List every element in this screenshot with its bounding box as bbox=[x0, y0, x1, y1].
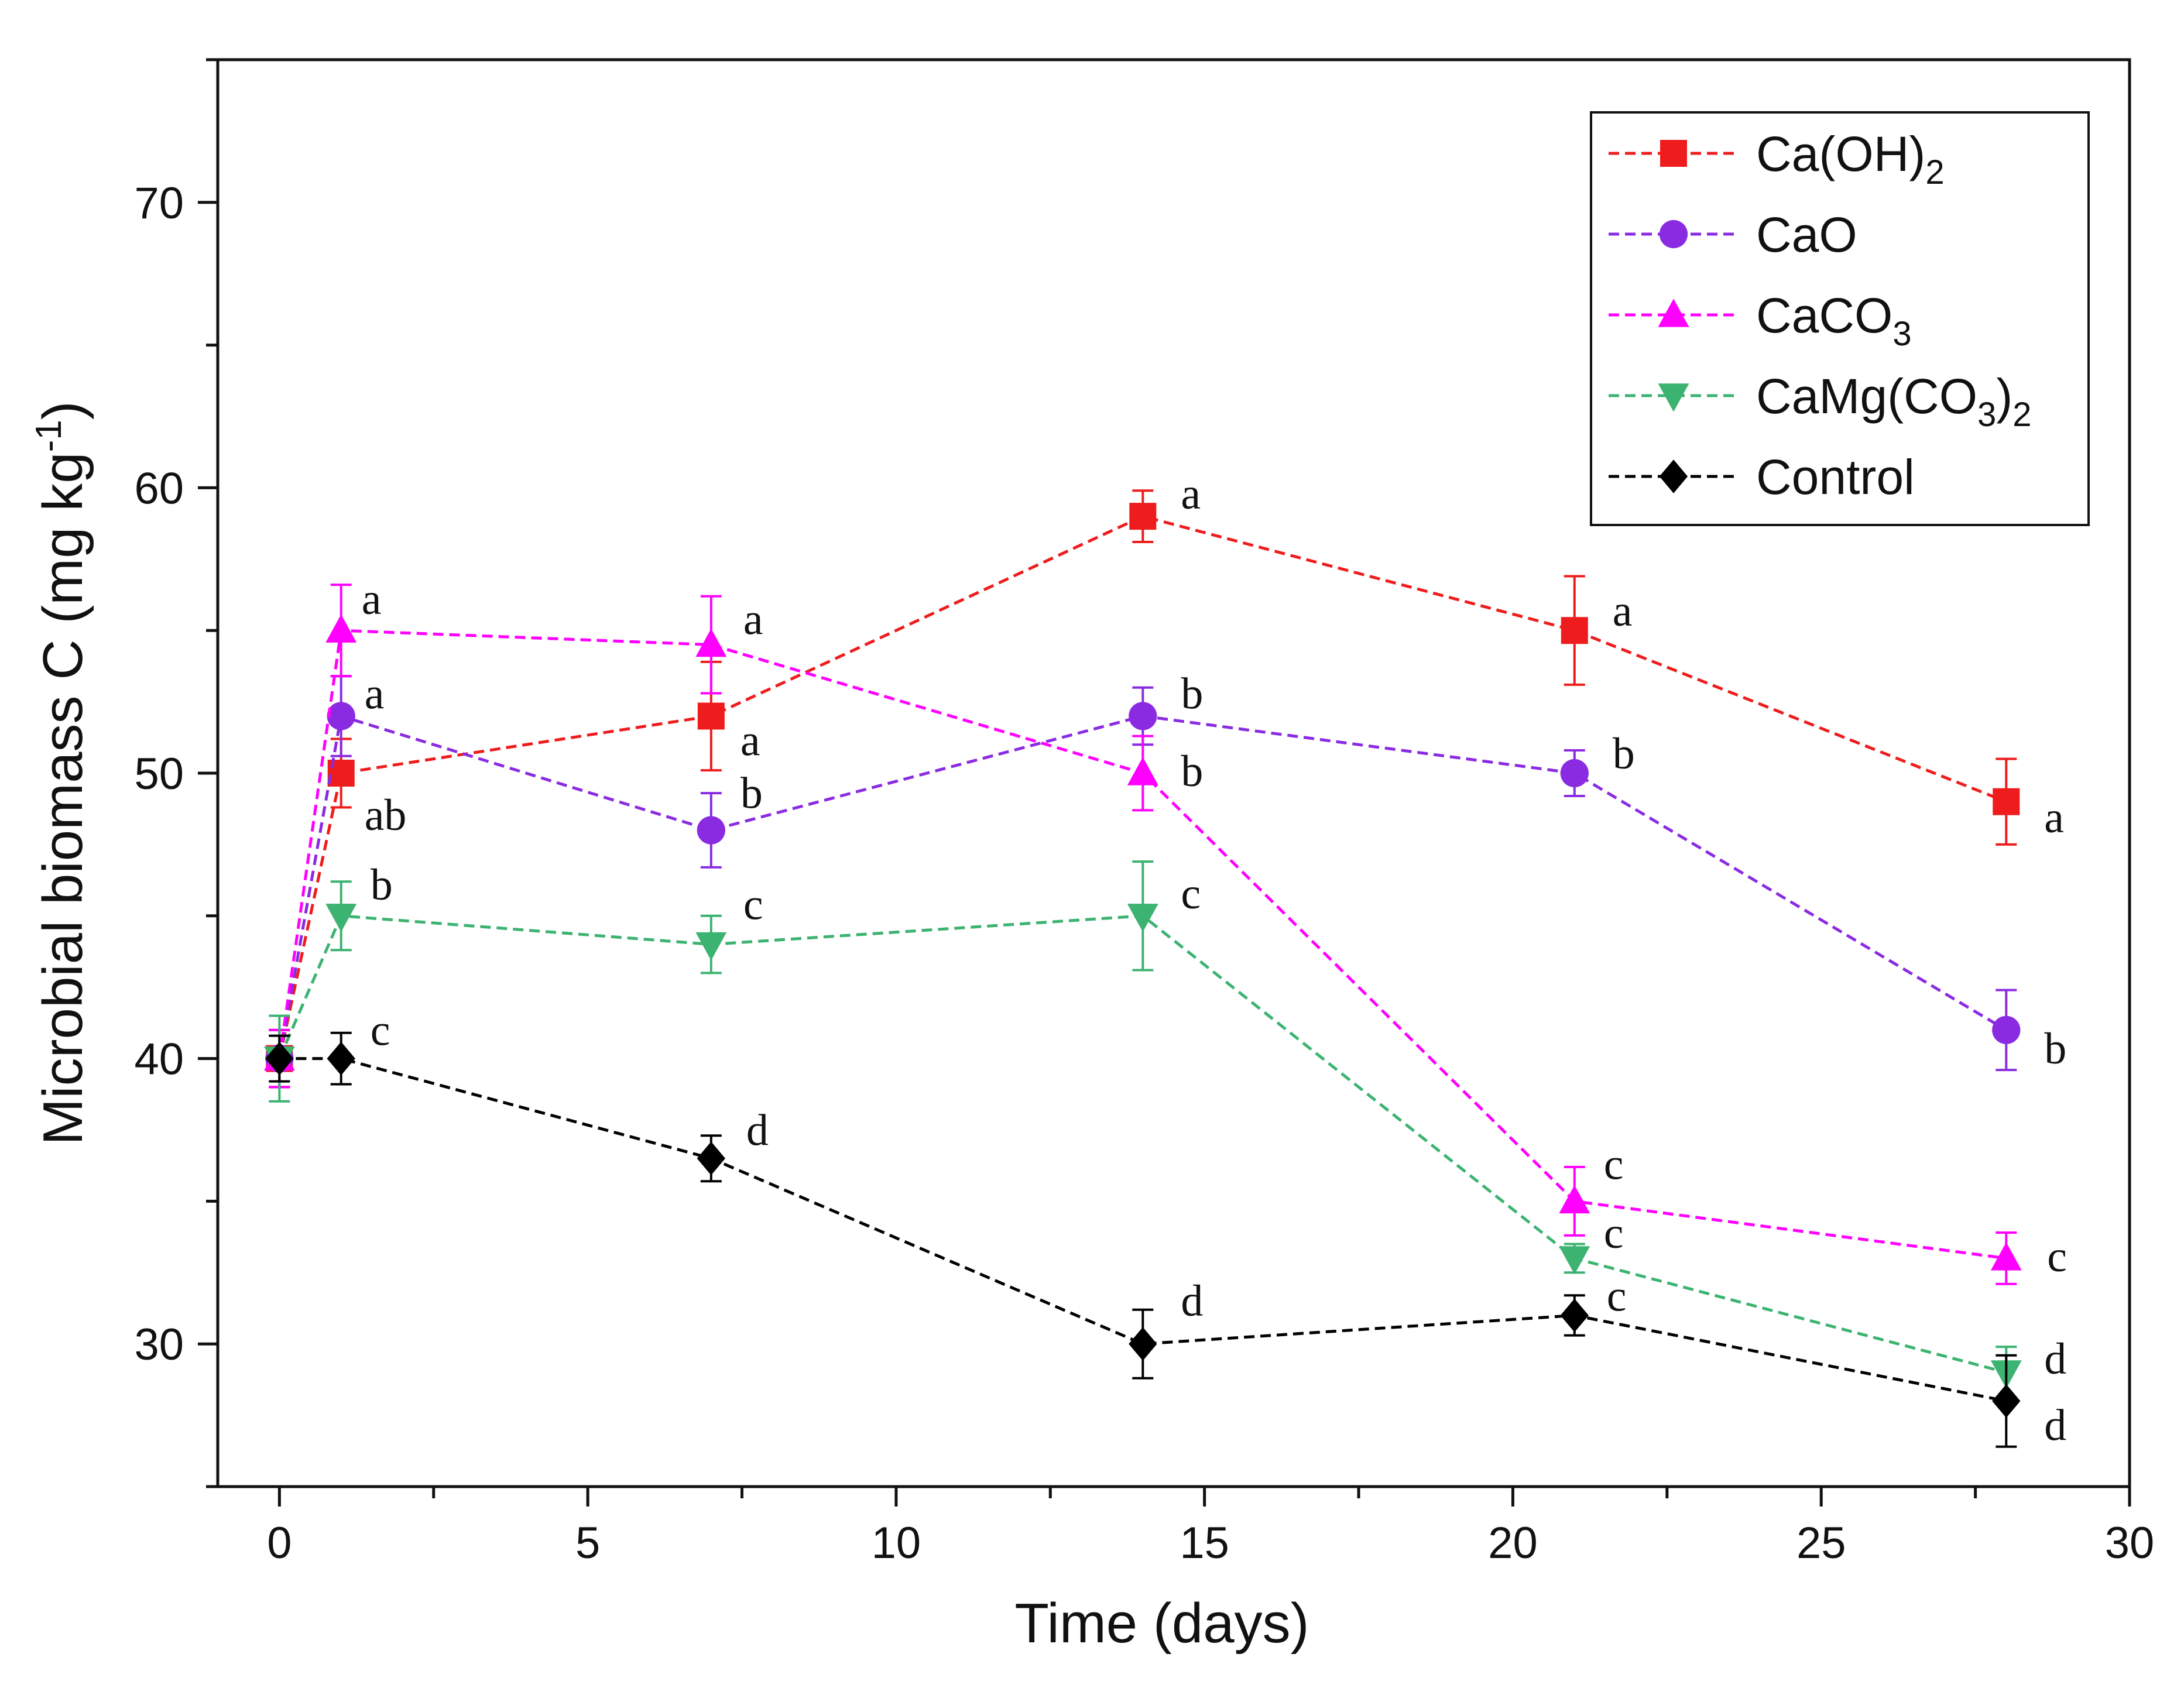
data-point-marker bbox=[1127, 904, 1158, 932]
data-point-marker bbox=[327, 702, 355, 730]
axes: 0 5 10 15 20 25 30 30 40 50 60 70 Time (days) Microbi… bbox=[29, 58, 2155, 1655]
legend-label: CaMg(CO3)2 bbox=[1756, 369, 2032, 434]
data-point-marker bbox=[1561, 617, 1588, 644]
x-tick-label: 5 bbox=[575, 1518, 600, 1568]
significance-letter: ab bbox=[365, 791, 407, 840]
significance-letter: b bbox=[1181, 669, 1203, 718]
data-point-marker bbox=[325, 614, 357, 643]
data-point-marker bbox=[1560, 759, 1589, 788]
significance-letter: b bbox=[2044, 1024, 2066, 1073]
x-tick-label: 0 bbox=[267, 1518, 292, 1568]
significance-letter: c bbox=[1604, 1140, 1624, 1189]
series-layer bbox=[263, 489, 2022, 1448]
legend-marker bbox=[1658, 383, 1689, 412]
y-tick-label: 70 bbox=[134, 179, 184, 228]
legend-item: CaMg(CO3)2 bbox=[1609, 369, 2032, 434]
data-point-marker bbox=[1992, 1015, 2021, 1044]
x-tick-label: 15 bbox=[1180, 1518, 1229, 1568]
data-point-marker bbox=[325, 904, 357, 932]
significance-letter: a bbox=[2044, 793, 2064, 842]
data-point-marker bbox=[1993, 788, 2020, 815]
legend-item: Ca(OH)2 bbox=[1609, 126, 1945, 191]
data-point-marker bbox=[1560, 1298, 1589, 1333]
series-line bbox=[277, 514, 2007, 1059]
y-tick-label: 60 bbox=[134, 464, 184, 513]
data-point-marker bbox=[1992, 1384, 2021, 1418]
y-tick-label: 50 bbox=[134, 749, 184, 799]
data-point-marker bbox=[697, 702, 725, 730]
legend-marker bbox=[1658, 298, 1689, 327]
legend-item: CaO bbox=[1609, 207, 1857, 262]
significance-letter: c bbox=[371, 1006, 390, 1055]
series-line bbox=[278, 914, 2007, 1374]
x-axis-label: Time (days) bbox=[1014, 1592, 1309, 1655]
significance-letter: c bbox=[743, 880, 763, 929]
data-point-marker bbox=[697, 816, 725, 845]
significance-letter: a bbox=[1181, 469, 1201, 519]
significance-letter: d bbox=[1181, 1277, 1203, 1326]
legend-label: Ca(OH)2 bbox=[1756, 126, 1945, 191]
legend: Ca(OH)2 CaO CaCO3 CaMg(CO3)2 Control bbox=[1590, 111, 2090, 526]
legend-marker bbox=[1659, 219, 1688, 249]
data-point-marker bbox=[695, 932, 727, 961]
legend-item: CaCO3 bbox=[1609, 288, 1912, 353]
y-axis-label: Microbial biomass C (mg kg-1) bbox=[29, 401, 94, 1145]
significance-letter: a bbox=[743, 595, 763, 644]
data-point-marker bbox=[695, 628, 727, 657]
data-point-marker bbox=[1127, 757, 1158, 785]
data-point-marker bbox=[697, 1141, 725, 1176]
significance-letter: c bbox=[1181, 869, 1201, 918]
data-point-marker bbox=[1129, 702, 1157, 730]
x-tick-label: 20 bbox=[1488, 1518, 1538, 1568]
significance-letter: a bbox=[365, 669, 385, 718]
significance-letter: c bbox=[2047, 1232, 2067, 1281]
y-tick-label: 30 bbox=[134, 1320, 184, 1370]
data-point-marker bbox=[1990, 1242, 2022, 1271]
legend-marker bbox=[1660, 140, 1687, 167]
significance-letter: d bbox=[746, 1106, 769, 1155]
significance-letter: c bbox=[1607, 1271, 1627, 1320]
legend-item: Control bbox=[1609, 449, 1915, 505]
significance-letter: a bbox=[362, 575, 382, 624]
x-tick-label: 25 bbox=[1796, 1518, 1846, 1568]
significance-letter: d bbox=[2044, 1401, 2066, 1450]
data-point-marker bbox=[327, 1041, 355, 1076]
legend-label: CaO bbox=[1756, 207, 1857, 262]
data-point-marker bbox=[327, 760, 355, 787]
x-tick-label: 30 bbox=[2105, 1518, 2155, 1568]
data-point-marker bbox=[1129, 503, 1157, 530]
significance-letter: b bbox=[371, 860, 393, 910]
significance-letter: b bbox=[1613, 729, 1635, 778]
significance-letter: d bbox=[2044, 1334, 2066, 1384]
significance-letter: a bbox=[740, 716, 760, 765]
data-point-marker bbox=[1559, 1246, 1590, 1275]
significance-letter: b bbox=[1181, 747, 1203, 796]
data-point-marker bbox=[1559, 1185, 1590, 1214]
significance-letter: b bbox=[740, 769, 763, 818]
x-tick-label: 10 bbox=[872, 1518, 921, 1568]
legend-marker bbox=[1659, 459, 1688, 493]
y-tick-label: 40 bbox=[134, 1035, 184, 1085]
data-point-marker bbox=[265, 1041, 294, 1076]
significance-letter: c bbox=[1604, 1209, 1624, 1258]
series-line bbox=[277, 714, 2007, 1059]
legend-label: CaCO3 bbox=[1756, 288, 1912, 353]
data-point-marker bbox=[1129, 1327, 1157, 1361]
significance-letter: a bbox=[1613, 586, 1633, 636]
series-Control bbox=[265, 1031, 2021, 1448]
legend-label: Control bbox=[1756, 449, 1915, 505]
